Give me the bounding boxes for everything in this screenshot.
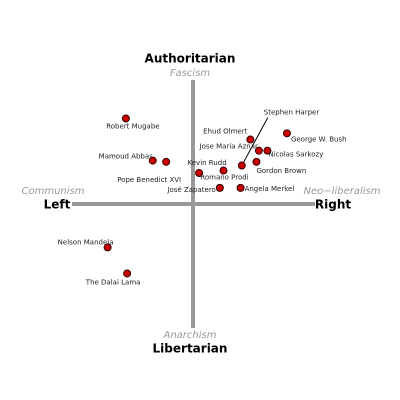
point-label: Gordon Brown (256, 167, 306, 175)
y-sublabel-bottom: Anarchism (163, 330, 217, 341)
point (263, 146, 272, 155)
leader-line (241, 117, 269, 166)
point-label: Mamoud Abbas (99, 153, 154, 161)
point (219, 166, 228, 175)
point-label: Nicolas Sarkozy (268, 151, 323, 159)
point (103, 243, 112, 252)
point (252, 157, 261, 166)
point (236, 183, 245, 192)
y-label-bottom: Libertarian (153, 342, 228, 356)
point-label: Robert Mugabe (106, 122, 159, 130)
point-label: José Zapatero (166, 186, 215, 194)
point (215, 183, 224, 192)
point-label: Romano Prodi (200, 174, 248, 182)
point (282, 129, 291, 138)
x-sublabel-right: Neo−liberalism (304, 186, 381, 197)
point (254, 146, 263, 155)
point (237, 161, 246, 170)
point-label: George W. Bush (291, 135, 347, 143)
point-label: Stephen Harper (264, 109, 320, 117)
x-label-right: Right (315, 198, 351, 212)
point-label: Pope Benedict XVI (117, 176, 181, 184)
point-label: Nelson Mandela (58, 238, 114, 246)
x-sublabel-left: Communism (22, 186, 85, 197)
point-label: Jose Maria Aznar (199, 143, 258, 151)
x-label-left: Left (44, 198, 71, 212)
point-label: Angela Merkel (245, 185, 295, 193)
point-label: The Dalai Lama (85, 278, 141, 286)
point (162, 157, 171, 166)
point-label: Ehud Olmert (203, 128, 247, 136)
point-label: Kevin Rudd (188, 159, 227, 167)
point (121, 114, 130, 123)
y-label-top: Authoritarian (145, 52, 236, 66)
point (123, 269, 132, 278)
y-sublabel-top: Fascism (170, 68, 211, 79)
point (148, 156, 157, 165)
point (246, 135, 255, 144)
point (195, 169, 204, 177)
